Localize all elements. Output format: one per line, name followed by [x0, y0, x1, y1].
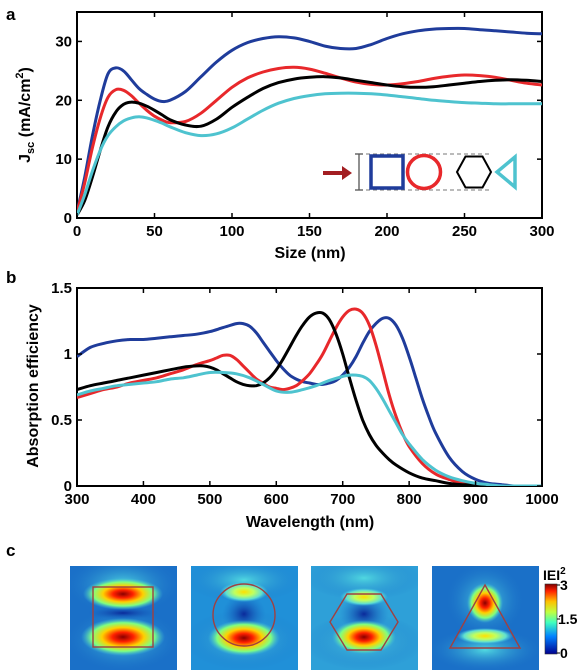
chart-a-series-square	[77, 26, 542, 213]
chart-a-series-triangle	[77, 91, 542, 216]
chart-b-lines	[77, 307, 542, 486]
chart-a-xtick-label: 0	[73, 223, 81, 240]
chart-a-xtick-label: 100	[219, 223, 244, 240]
triangle-icon	[494, 153, 517, 191]
chart-b-series-circle	[77, 307, 542, 486]
chart-a-ytick-label: 30	[55, 33, 72, 50]
chart-a-xtick-label: 50	[146, 223, 163, 240]
square-icon	[369, 154, 405, 190]
chart-a-xtick-label: 300	[529, 223, 554, 240]
chart-b-xtick-label: 800	[397, 491, 422, 508]
chart-b-series-hexagon	[77, 310, 542, 486]
chart-b-ylabel: Absorption efficiency	[25, 304, 42, 468]
chart-a-xtick-label: 200	[374, 223, 399, 240]
chart-b-xlabel: Wavelength (nm)	[246, 514, 374, 531]
chart-b-xtick-label: 300	[64, 491, 89, 508]
field-map-triangle	[432, 566, 539, 670]
colorbar-scale	[544, 583, 558, 655]
chart-b-ytick-label: 1.5	[51, 280, 72, 297]
chart-a-lines	[77, 26, 542, 216]
colorbar: IEI2 3 1.5 0	[543, 566, 578, 661]
chart-b-xtick-label: 900	[463, 491, 488, 508]
arrow-icon	[323, 166, 352, 180]
circle-icon	[405, 153, 443, 191]
chart-a-ylabel: Jsc (mA/cm2)	[14, 67, 37, 163]
chart-b-series-square	[77, 316, 542, 486]
chart-b-series-triangle	[77, 370, 542, 486]
plot-frame-b	[76, 287, 543, 487]
chart-a-ytick-label: 10	[55, 151, 72, 168]
chart-b-ytick-label: 1	[64, 346, 72, 363]
chart-a-ytick-label: 20	[55, 92, 72, 109]
hexagon-icon	[455, 155, 493, 189]
field-map-square	[70, 566, 177, 670]
panel-label-c: c	[6, 541, 15, 560]
field-map-circle	[191, 566, 298, 670]
chart-b-xtick-label: 600	[264, 491, 289, 508]
panel-label-a: a	[6, 5, 16, 24]
colorbar-tick-min: 0	[560, 645, 568, 661]
field-map-hexagon	[311, 566, 418, 670]
chart-a-ytick-label: 0	[64, 210, 72, 227]
chart-a-xtick-label: 250	[452, 223, 477, 240]
chart-a-xtick-label: 150	[297, 223, 322, 240]
chart-b-ytick-label: 0	[64, 478, 72, 495]
chart-b-ytick-label: 0.5	[51, 412, 72, 429]
chart-b-xtick-label: 1000	[525, 491, 558, 508]
chart-b-xtick-label: 700	[330, 491, 355, 508]
colorbar-tick-mid: 1.5	[558, 611, 578, 627]
chart-b-xtick-label: 400	[131, 491, 156, 508]
shape-legend	[323, 153, 517, 191]
chart-a-series-circle	[77, 65, 542, 213]
colorbar-label: IEI2	[543, 566, 566, 583]
colorbar-tick-max: 3	[560, 577, 568, 593]
chart-b-tick-labels: 300 400 500 600 700 800 900 1000 0 0.5 1 1.5	[51, 280, 559, 508]
panel-label-b: b	[6, 268, 16, 287]
chart-b-xtick-label: 500	[197, 491, 222, 508]
chart-a-tick-labels: 0 50 100 150 200 250 300 0 10 20 30	[55, 12, 555, 240]
chart-a-series-hexagon	[77, 75, 542, 216]
chart-a-xlabel: Size (nm)	[274, 245, 345, 262]
